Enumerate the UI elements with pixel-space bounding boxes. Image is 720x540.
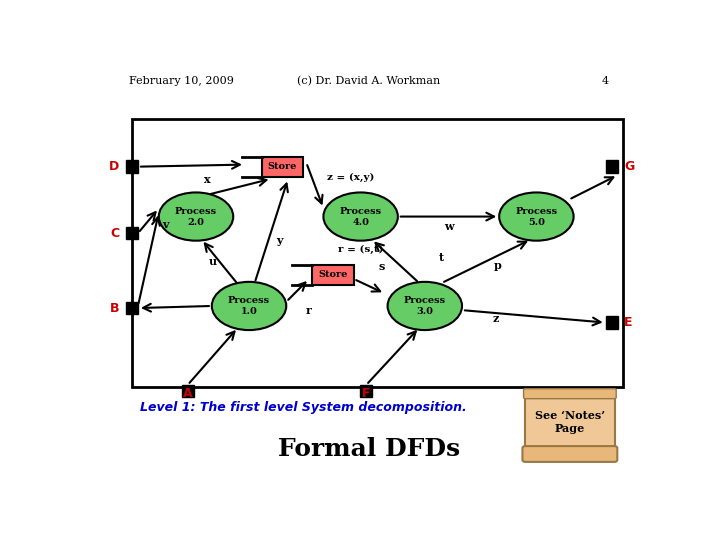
- Bar: [261, 157, 303, 177]
- Text: w: w: [444, 221, 454, 232]
- Text: t: t: [439, 252, 444, 262]
- Text: Formal DFDs: Formal DFDs: [278, 437, 460, 461]
- Text: Process
2.0: Process 2.0: [175, 206, 217, 227]
- Bar: [606, 316, 618, 329]
- Text: February 10, 2009: February 10, 2009: [129, 77, 234, 86]
- Text: Process
4.0: Process 4.0: [340, 206, 382, 227]
- Text: A: A: [183, 387, 192, 400]
- Ellipse shape: [159, 192, 233, 241]
- FancyBboxPatch shape: [523, 389, 616, 399]
- Text: Process
5.0: Process 5.0: [516, 206, 557, 227]
- Text: Level 1: The first level System decomposition.: Level 1: The first level System decompos…: [140, 401, 467, 414]
- Bar: [126, 302, 138, 314]
- Text: 4: 4: [602, 77, 609, 86]
- Text: G: G: [624, 160, 634, 173]
- Bar: [606, 160, 618, 173]
- Bar: [132, 119, 623, 387]
- Ellipse shape: [499, 192, 574, 241]
- Text: C: C: [110, 227, 120, 240]
- Text: F: F: [362, 387, 371, 400]
- Text: z: z: [492, 313, 499, 324]
- Bar: [181, 385, 194, 397]
- Text: x: x: [204, 174, 210, 185]
- Text: p: p: [493, 260, 501, 271]
- Text: z = (x,y): z = (x,y): [327, 172, 374, 181]
- Text: See ‘Notes’
Page: See ‘Notes’ Page: [535, 410, 605, 434]
- Text: y: y: [276, 235, 283, 246]
- Bar: [126, 160, 138, 173]
- Text: r = (s,t): r = (s,t): [338, 245, 384, 254]
- Text: (c) Dr. David A. Workman: (c) Dr. David A. Workman: [297, 76, 441, 86]
- Text: E: E: [624, 316, 632, 329]
- Bar: [126, 227, 138, 239]
- Text: D: D: [109, 160, 120, 173]
- Text: s: s: [379, 261, 384, 272]
- Text: Process
3.0: Process 3.0: [404, 296, 446, 316]
- Bar: [526, 395, 615, 449]
- FancyBboxPatch shape: [523, 446, 617, 462]
- Text: Store: Store: [318, 271, 348, 279]
- Text: u: u: [209, 256, 217, 267]
- Ellipse shape: [212, 282, 287, 330]
- Bar: [312, 265, 354, 285]
- Text: Store: Store: [268, 162, 297, 171]
- Bar: [360, 385, 372, 397]
- Ellipse shape: [387, 282, 462, 330]
- Text: Process
1.0: Process 1.0: [228, 296, 270, 316]
- Text: r: r: [305, 305, 312, 315]
- Text: B: B: [110, 301, 120, 314]
- Text: v: v: [163, 219, 169, 231]
- Ellipse shape: [323, 192, 398, 241]
